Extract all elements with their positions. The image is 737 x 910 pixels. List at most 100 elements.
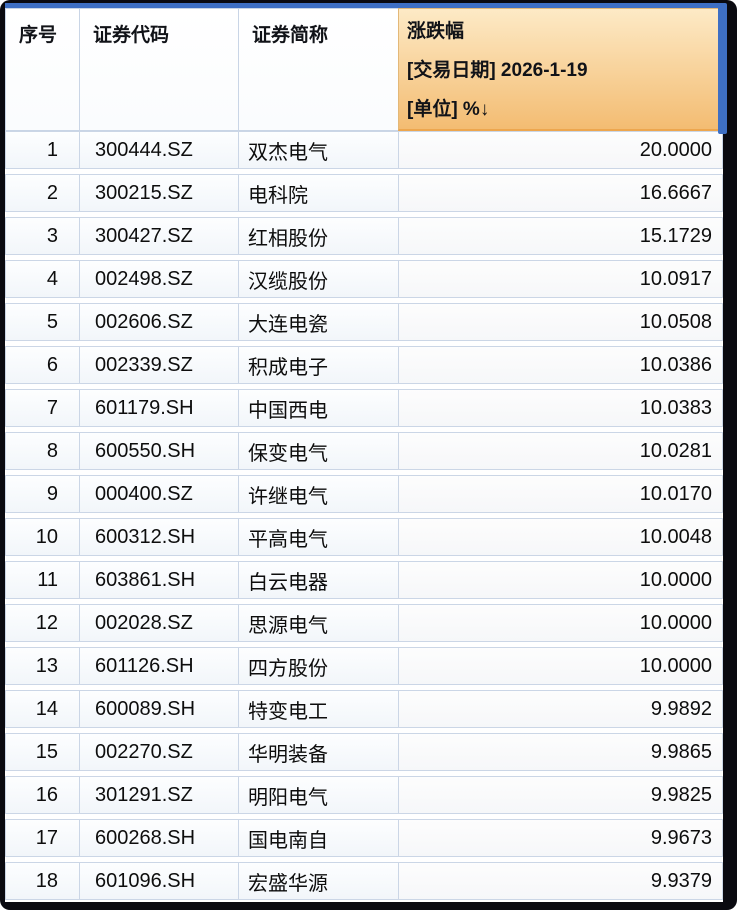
row-name-cell: 中国西电 (239, 390, 399, 426)
row-name-cell: 平高电气 (239, 519, 399, 555)
column-header-seq[interactable]: 序号 (5, 8, 79, 131)
row-code-cell: 601179.SH (80, 390, 239, 426)
row-code-cell: 600268.SH (80, 820, 239, 856)
row-seq-cell: 6 (6, 347, 80, 383)
row-seq-cell: 13 (6, 648, 80, 684)
table-row[interactable]: 7 601179.SH 中国西电 10.0383 (5, 389, 723, 427)
row-name-cell: 特变电工 (239, 691, 399, 727)
row-name-cell: 四方股份 (239, 648, 399, 684)
row-seq-cell: 1 (6, 132, 80, 168)
change-header-title: 涨跌幅 (407, 21, 465, 42)
row-code-cell: 600312.SH (80, 519, 239, 555)
row-seq-cell: 3 (6, 218, 80, 254)
table-row[interactable]: 11 603861.SH 白云电器 10.0000 (5, 561, 723, 599)
row-seq-cell: 2 (6, 175, 80, 211)
table-row[interactable]: 5 002606.SZ 大连电瓷 10.0508 (5, 303, 723, 341)
column-header-change[interactable]: 涨跌幅 [交易日期] 2026-1-19 [单位] %↓ (398, 8, 723, 131)
window-accent-line (5, 3, 723, 8)
table-row[interactable]: 15 002270.SZ 华明装备 9.9865 (5, 733, 723, 771)
row-name-cell: 保变电气 (239, 433, 399, 469)
table-row[interactable]: 3 300427.SZ 红相股份 15.1729 (5, 217, 723, 255)
row-code-cell: 002270.SZ (80, 734, 239, 770)
row-code-cell: 300215.SZ (80, 175, 239, 211)
row-seq-cell: 7 (6, 390, 80, 426)
row-seq-cell: 4 (6, 261, 80, 297)
row-name-cell: 白云电器 (239, 562, 399, 598)
table-row[interactable]: 16 301291.SZ 明阳电气 9.9825 (5, 776, 723, 814)
row-seq-cell: 5 (6, 304, 80, 340)
table-row[interactable]: 18 601096.SH 宏盛华源 9.9379 (5, 862, 723, 900)
row-change-cell: 10.0170 (399, 476, 722, 512)
column-header-code[interactable]: 证券代码 (79, 8, 238, 131)
row-name-cell: 宏盛华源 (239, 863, 399, 899)
row-name-cell: 红相股份 (239, 218, 399, 254)
row-name-cell: 汉缆股份 (239, 261, 399, 297)
row-change-cell: 10.0383 (399, 390, 722, 426)
row-code-cell: 301291.SZ (80, 777, 239, 813)
row-change-cell: 10.0000 (399, 648, 722, 684)
row-name-cell: 明阳电气 (239, 777, 399, 813)
table-header-row: 序号 证券代码 证券简称 涨跌幅 [交易日期] 2026-1-19 [单位] %… (5, 8, 723, 131)
table-row[interactable]: 12 002028.SZ 思源电气 10.0000 (5, 604, 723, 642)
table-row[interactable]: 8 600550.SH 保变电气 10.0281 (5, 432, 723, 470)
row-change-cell: 10.0000 (399, 562, 722, 598)
row-name-cell: 思源电气 (239, 605, 399, 641)
row-code-cell: 603861.SH (80, 562, 239, 598)
row-change-cell: 15.1729 (399, 218, 722, 254)
sort-descending-icon[interactable]: ↓ (479, 99, 490, 120)
row-change-cell: 10.0917 (399, 261, 722, 297)
row-seq-cell: 17 (6, 820, 80, 856)
row-change-cell: 9.9379 (399, 863, 722, 899)
change-unit-label: [单位] % (407, 99, 480, 120)
row-name-cell: 电科院 (239, 175, 399, 211)
scrollbar-thumb[interactable] (718, 3, 727, 134)
change-header-unit: [单位] %↓ (407, 90, 712, 129)
row-code-cell: 601126.SH (80, 648, 239, 684)
row-seq-cell: 11 (6, 562, 80, 598)
row-seq-cell: 8 (6, 433, 80, 469)
row-change-cell: 10.0000 (399, 605, 722, 641)
row-code-cell: 002028.SZ (80, 605, 239, 641)
table-row[interactable]: 6 002339.SZ 积成电子 10.0386 (5, 346, 723, 384)
row-code-cell: 600089.SH (80, 691, 239, 727)
row-code-cell: 300444.SZ (80, 132, 239, 168)
row-name-cell: 国电南自 (239, 820, 399, 856)
row-name-cell: 华明装备 (239, 734, 399, 770)
table-row[interactable]: 4 002498.SZ 汉缆股份 10.0917 (5, 260, 723, 298)
row-change-cell: 10.0048 (399, 519, 722, 555)
row-name-cell: 大连电瓷 (239, 304, 399, 340)
table-row[interactable]: 1 300444.SZ 双杰电气 20.0000 (5, 131, 723, 169)
row-change-cell: 10.0386 (399, 347, 722, 383)
row-name-cell: 许继电气 (239, 476, 399, 512)
row-code-cell: 002339.SZ (80, 347, 239, 383)
table-panel: 序号 证券代码 证券简称 涨跌幅 [交易日期] 2026-1-19 [单位] %… (5, 3, 723, 902)
row-seq-cell: 12 (6, 605, 80, 641)
row-code-cell: 002498.SZ (80, 261, 239, 297)
column-header-name[interactable]: 证券简称 (238, 8, 398, 131)
row-code-cell: 600550.SH (80, 433, 239, 469)
row-change-cell: 9.9825 (399, 777, 722, 813)
table-row[interactable]: 10 600312.SH 平高电气 10.0048 (5, 518, 723, 556)
row-change-cell: 9.9892 (399, 691, 722, 727)
row-change-cell: 9.9865 (399, 734, 722, 770)
row-seq-cell: 9 (6, 476, 80, 512)
table-row[interactable]: 9 000400.SZ 许继电气 10.0170 (5, 475, 723, 513)
table-row[interactable]: 13 601126.SH 四方股份 10.0000 (5, 647, 723, 685)
row-name-cell: 积成电子 (239, 347, 399, 383)
row-code-cell: 300427.SZ (80, 218, 239, 254)
row-seq-cell: 18 (6, 863, 80, 899)
row-change-cell: 10.0508 (399, 304, 722, 340)
row-name-cell: 双杰电气 (239, 132, 399, 168)
change-header-trade-date: [交易日期] 2026-1-19 (407, 60, 588, 81)
row-seq-cell: 15 (6, 734, 80, 770)
row-code-cell: 000400.SZ (80, 476, 239, 512)
table-row[interactable]: 17 600268.SH 国电南自 9.9673 (5, 819, 723, 857)
row-seq-cell: 10 (6, 519, 80, 555)
row-change-cell: 16.6667 (399, 175, 722, 211)
row-seq-cell: 16 (6, 777, 80, 813)
row-code-cell: 601096.SH (80, 863, 239, 899)
table-row[interactable]: 2 300215.SZ 电科院 16.6667 (5, 174, 723, 212)
table-row[interactable]: 14 600089.SH 特变电工 9.9892 (5, 690, 723, 728)
row-change-cell: 10.0281 (399, 433, 722, 469)
